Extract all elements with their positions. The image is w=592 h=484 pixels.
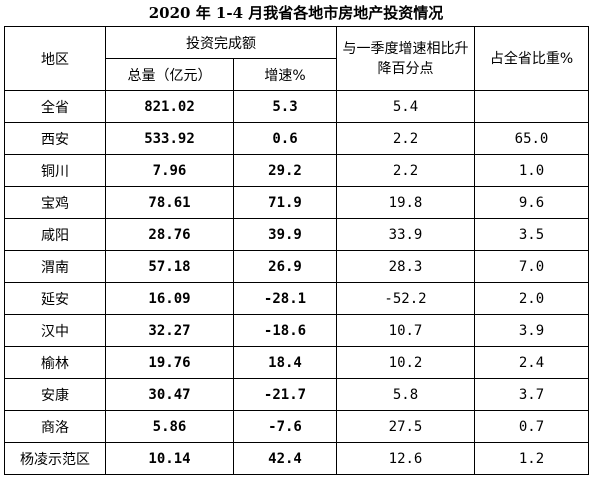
cell-total: 30.47 (105, 378, 234, 411)
table-row: 延安 16.09 -28.1 -52.2 2.0 (4, 282, 589, 315)
table-row: 全省 821.02 5.3 5.4 (4, 90, 589, 123)
cell-growth: -18.6 (233, 314, 337, 347)
header-row-1: 地区 投资完成额 与一季度增速相比升降百分点 占全省比重% (4, 26, 589, 91)
cell-growth: 42.4 (233, 442, 337, 475)
cell-change: 33.9 (336, 218, 475, 251)
cell-share: 0.7 (474, 410, 589, 443)
cell-region: 安康 (4, 378, 106, 411)
table-row: 商洛 5.86 -7.6 27.5 0.7 (4, 410, 589, 443)
cell-share: 3.5 (474, 218, 589, 251)
table-row: 咸阳 28.76 39.9 33.9 3.5 (4, 218, 589, 251)
cell-share: 1.2 (474, 442, 589, 475)
cell-change: 27.5 (336, 410, 475, 443)
cell-growth: 26.9 (233, 250, 337, 283)
cell-share: 3.9 (474, 314, 589, 347)
cell-change: -52.2 (336, 282, 475, 315)
cell-region: 商洛 (4, 410, 106, 443)
cell-share: 65.0 (474, 122, 589, 155)
cell-region: 杨凌示范区 (4, 442, 106, 475)
cell-total: 16.09 (105, 282, 234, 315)
header-growth: 增速% (233, 58, 337, 91)
cell-region: 汉中 (4, 314, 106, 347)
cell-total: 78.61 (105, 186, 234, 219)
cell-growth: 0.6 (233, 122, 337, 155)
cell-total: 533.92 (105, 122, 234, 155)
cell-change: 5.8 (336, 378, 475, 411)
cell-change: 28.3 (336, 250, 475, 283)
table-row: 汉中 32.27 -18.6 10.7 3.9 (4, 314, 589, 347)
header-share: 占全省比重% (474, 26, 589, 91)
cell-growth: -28.1 (233, 282, 337, 315)
header-row-2: 总量（亿元） 增速% (5, 58, 589, 91)
cell-share: 7.0 (474, 250, 589, 283)
header-change: 与一季度增速相比升降百分点 (336, 26, 475, 91)
cell-share: 9.6 (474, 186, 589, 219)
cell-share: 2.0 (474, 282, 589, 315)
cell-region: 铜川 (4, 154, 106, 187)
cell-region: 咸阳 (4, 218, 106, 251)
cell-change: 2.2 (336, 122, 475, 155)
cell-share: 3.7 (474, 378, 589, 411)
cell-growth: -7.6 (233, 410, 337, 443)
table-row: 铜川 7.96 29.2 2.2 1.0 (4, 154, 589, 187)
cell-total: 7.96 (105, 154, 234, 187)
cell-change: 10.2 (336, 346, 475, 379)
cell-growth: 39.9 (233, 218, 337, 251)
table-row: 渭南 57.18 26.9 28.3 7.0 (4, 250, 589, 283)
cell-change: 10.7 (336, 314, 475, 347)
table-row: 榆林 19.76 18.4 10.2 2.4 (4, 346, 589, 379)
cell-change: 19.8 (336, 186, 475, 219)
cell-region: 宝鸡 (4, 186, 106, 219)
cell-region: 渭南 (4, 250, 106, 283)
cell-total: 28.76 (105, 218, 234, 251)
cell-share: 2.4 (474, 346, 589, 379)
table-row: 杨凌示范区 10.14 42.4 12.6 1.2 (4, 442, 589, 475)
table-title: 2020 年 1-4 月我省各地市房地产投资情况 (148, 4, 444, 22)
cell-total: 821.02 (105, 90, 234, 123)
cell-region: 西安 (4, 122, 106, 155)
table-row: 宝鸡 78.61 71.9 19.8 9.6 (4, 186, 589, 219)
cell-region: 延安 (4, 282, 106, 315)
table-row: 西安 533.92 0.6 2.2 65.0 (4, 122, 589, 155)
cell-region: 榆林 (4, 346, 106, 379)
cell-change: 5.4 (336, 90, 475, 123)
cell-region: 全省 (4, 90, 106, 123)
cell-total: 10.14 (105, 442, 234, 475)
header-total: 总量（亿元） (105, 58, 234, 91)
cell-total: 19.76 (105, 346, 234, 379)
investment-table: 地区 投资完成额 与一季度增速相比升降百分点 占全省比重% 总量（亿元） 增速%… (4, 26, 589, 475)
header-region: 地区 (4, 26, 106, 91)
table-row: 安康 30.47 -21.7 5.8 3.7 (4, 378, 589, 411)
cell-change: 12.6 (336, 442, 475, 475)
header-investment: 投资完成额 (105, 26, 337, 59)
cell-growth: -21.7 (233, 378, 337, 411)
cell-growth: 29.2 (233, 154, 337, 187)
cell-total: 5.86 (105, 410, 234, 443)
cell-share (474, 90, 589, 123)
cell-growth: 18.4 (233, 346, 337, 379)
cell-share: 1.0 (474, 154, 589, 187)
cell-growth: 71.9 (233, 186, 337, 219)
cell-total: 32.27 (105, 314, 234, 347)
cell-total: 57.18 (105, 250, 234, 283)
cell-growth: 5.3 (233, 90, 337, 123)
cell-change: 2.2 (336, 154, 475, 187)
